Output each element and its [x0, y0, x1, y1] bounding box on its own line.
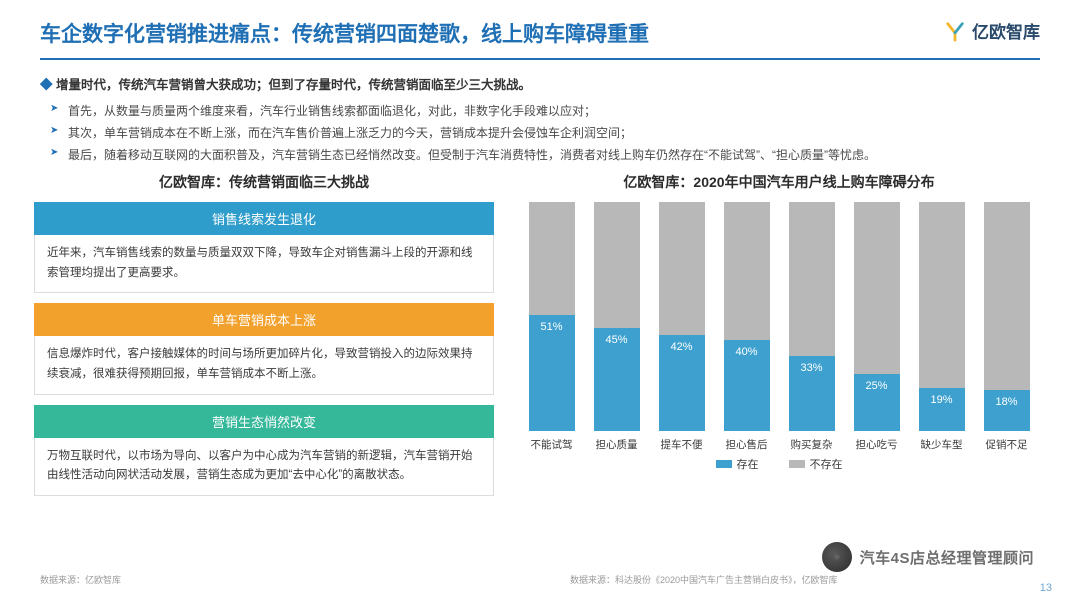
page-number: 13	[1040, 582, 1052, 594]
segment-not-exist	[594, 202, 640, 328]
bar-stack: 18%	[984, 202, 1030, 431]
logo-text: 亿欧智库	[972, 18, 1040, 43]
challenge-box: 单车营销成本上涨信息爆炸时代，客户接触媒体的时间与场所更加碎片化，导致营销投入的…	[34, 303, 494, 394]
bullet-item: 首先，从数量与质量两个维度来看，汽车行业销售线索都面临退化，对此，非数字化手段难…	[68, 100, 1040, 122]
value-label: 18%	[984, 396, 1030, 408]
box-head: 营销生态悄然改变	[34, 405, 494, 438]
box-body: 信息爆炸时代，客户接触媒体的时间与场所更加碎片化，导致营销投入的边际效果持续衰减…	[34, 336, 494, 394]
segment-exist: 25%	[854, 374, 900, 431]
header: 车企数字化营销推进痛点：传统营销四面楚歌，线上购车障碍重重 亿欧智库	[0, 0, 1080, 52]
box-body: 万物互联时代，以市场为导向、以客户为中心成为汽车营销的新逻辑，汽车营销开始由线性…	[34, 438, 494, 496]
bar-stack: 51%	[529, 202, 575, 431]
intro-block: 增量时代，传统汽车营销曾大获成功；但到了存量时代，传统营销面临至少三大挑战。 首…	[0, 68, 1080, 166]
swatch-not-exist	[789, 460, 805, 468]
right-panel: 亿欧智库：2020年中国汽车用户线上购车障碍分布 51%不能试驾45%担心质量4…	[512, 172, 1046, 505]
segment-not-exist	[984, 202, 1030, 390]
bar-column: 51% 不能试驾	[522, 202, 581, 452]
left-title: 亿欧智库：传统营销面临三大挑战	[34, 172, 494, 192]
legend-exist: 存在	[716, 456, 759, 472]
value-label: 51%	[529, 321, 575, 333]
bar-column: 33% 购买复杂	[782, 202, 841, 452]
segment-exist: 45%	[594, 328, 640, 431]
bar-column: 19% 缺少车型	[912, 202, 971, 452]
value-label: 42%	[659, 341, 705, 353]
category-label: 缺少车型	[921, 437, 963, 452]
segment-not-exist	[789, 202, 835, 355]
bars-container: 51% 不能试驾 45% 担心质量 42% 提车不便 40% 担心售后 33% 购买复杂 25% 担心…	[518, 202, 1040, 452]
watermark-text: 汽车4S店总经理管理顾问	[860, 547, 1034, 568]
segment-exist: 18%	[984, 390, 1030, 431]
segment-not-exist	[854, 202, 900, 374]
watermark-icon	[822, 542, 852, 572]
segment-exist: 51%	[529, 315, 575, 432]
footer-source-right: 数据来源：科达股份《2020中国汽车广告主营销白皮书》，亿欧智库	[570, 573, 838, 586]
segment-not-exist	[724, 202, 770, 339]
challenge-box: 销售线索发生退化近年来，汽车销售线索的数量与质量双双下降，导致车企对销售漏斗上段…	[34, 202, 494, 293]
page-title: 车企数字化营销推进痛点：传统营销四面楚歌，线上购车障碍重重	[40, 18, 649, 48]
legend-label: 存在	[737, 456, 759, 472]
box-body: 近年来，汽车销售线索的数量与质量双双下降，导致车企对销售漏斗上段的开源和线索管理…	[34, 235, 494, 293]
segment-exist: 33%	[789, 356, 835, 432]
segment-not-exist	[529, 202, 575, 314]
value-label: 19%	[919, 394, 965, 406]
bar-column: 18% 促销不足	[977, 202, 1036, 452]
bar-stack: 42%	[659, 202, 705, 431]
intro-bullets: 首先，从数量与质量两个维度来看，汽车行业销售线索都面临退化，对此，非数字化手段难…	[40, 100, 1040, 167]
category-label: 提车不便	[661, 437, 703, 452]
bar-column: 45% 担心质量	[587, 202, 646, 452]
bar-chart: 51% 不能试驾 45% 担心质量 42% 提车不便 40% 担心售后 33% 购买复杂 25% 担心…	[512, 202, 1046, 492]
legend-not-exist: 不存在	[789, 456, 843, 472]
logo-icon	[944, 20, 966, 42]
category-label: 担心售后	[726, 437, 768, 452]
value-label: 25%	[854, 380, 900, 392]
legend: 存在 不存在	[518, 456, 1040, 472]
bar-stack: 25%	[854, 202, 900, 431]
bar-stack: 19%	[919, 202, 965, 431]
box-head: 销售线索发生退化	[34, 202, 494, 235]
category-label: 担心吃亏	[856, 437, 898, 452]
bar-column: 42% 提车不便	[652, 202, 711, 452]
bar-stack: 33%	[789, 202, 835, 431]
segment-exist: 42%	[659, 335, 705, 431]
category-label: 购买复杂	[791, 437, 833, 452]
bullet-item: 其次，单车营销成本在不断上涨，而在汽车售价普遍上涨乏力的今天，营销成本提升会侵蚀…	[68, 122, 1040, 144]
bar-stack: 45%	[594, 202, 640, 431]
legend-label: 不存在	[810, 456, 843, 472]
category-label: 担心质量	[596, 437, 638, 452]
bar-column: 40% 担心售后	[717, 202, 776, 452]
segment-not-exist	[919, 202, 965, 387]
left-panel: 亿欧智库：传统营销面临三大挑战 销售线索发生退化近年来，汽车销售线索的数量与质量…	[34, 172, 494, 505]
segment-exist: 40%	[724, 340, 770, 432]
value-label: 45%	[594, 334, 640, 346]
title-underline	[40, 58, 1040, 60]
value-label: 33%	[789, 362, 835, 374]
bar-column: 25% 担心吃亏	[847, 202, 906, 452]
intro-lead: 增量时代，传统汽车营销曾大获成功；但到了存量时代，传统营销面临至少三大挑战。	[40, 74, 1040, 98]
segment-not-exist	[659, 202, 705, 335]
box-head: 单车营销成本上涨	[34, 303, 494, 336]
chart-title: 亿欧智库：2020年中国汽车用户线上购车障碍分布	[512, 172, 1046, 192]
content-row: 亿欧智库：传统营销面临三大挑战 销售线索发生退化近年来，汽车销售线索的数量与质量…	[0, 166, 1080, 505]
brand-logo: 亿欧智库	[944, 18, 1040, 43]
challenge-box: 营销生态悄然改变万物互联时代，以市场为导向、以客户为中心成为汽车营销的新逻辑，汽…	[34, 405, 494, 496]
watermark: 汽车4S店总经理管理顾问	[822, 542, 1034, 572]
swatch-exist	[716, 460, 732, 468]
bar-stack: 40%	[724, 202, 770, 431]
category-label: 促销不足	[986, 437, 1028, 452]
box-list: 销售线索发生退化近年来，汽车销售线索的数量与质量双双下降，导致车企对销售漏斗上段…	[34, 202, 494, 495]
category-label: 不能试驾	[531, 437, 573, 452]
segment-exist: 19%	[919, 388, 965, 432]
value-label: 40%	[724, 346, 770, 358]
bullet-item: 最后，随着移动互联网的大面积普及，汽车营销生态已经悄然改变。但受制于汽车消费特性…	[68, 144, 1040, 166]
footer-source-left: 数据来源：亿欧智库	[40, 573, 121, 586]
